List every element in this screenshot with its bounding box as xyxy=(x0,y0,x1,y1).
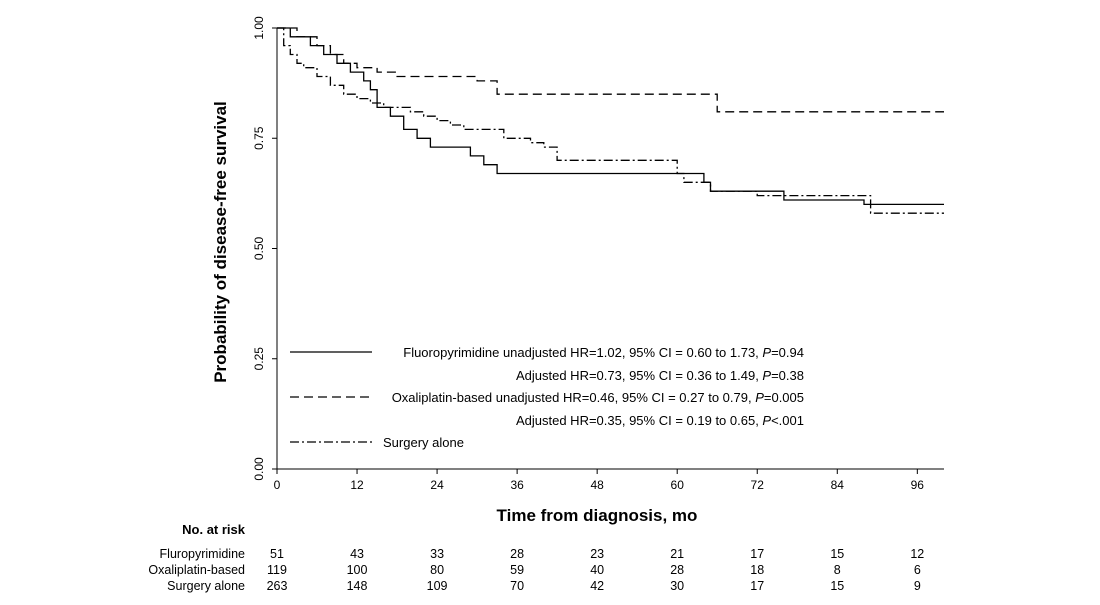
legend-entry: Adjusted HR=0.35, 95% CI = 0.19 to 0.65,… xyxy=(516,413,804,428)
risk-value: 23 xyxy=(590,547,604,561)
survival-curves xyxy=(277,27,944,214)
risk-value: 33 xyxy=(430,547,444,561)
risk-value: 30 xyxy=(670,579,684,593)
legend-p-label: P xyxy=(762,368,771,383)
x-tick-label: 24 xyxy=(430,478,444,492)
legend-p-label: P xyxy=(755,390,764,405)
legend: Fluoropyrimidine unadjusted HR=1.02, 95%… xyxy=(290,345,804,450)
legend-entry: Fluoropyrimidine unadjusted HR=1.02, 95%… xyxy=(403,345,804,360)
series-line-fluoropyrimidine xyxy=(277,27,944,206)
series-line-surgery-alone xyxy=(277,27,944,214)
risk-value: 9 xyxy=(914,579,921,593)
y-tick-label: 0.00 xyxy=(252,457,266,481)
legend-p-value: <.001 xyxy=(771,413,804,428)
series-line-oxaliplatin-based xyxy=(277,27,944,113)
x-tick-label: 12 xyxy=(350,478,364,492)
y-tick-label: 0.25 xyxy=(252,347,266,371)
legend-p-label: P xyxy=(762,413,771,428)
risk-value: 15 xyxy=(830,579,844,593)
legend-text: Fluoropyrimidine unadjusted HR=1.02, 95%… xyxy=(403,345,762,360)
risk-value: 17 xyxy=(750,547,764,561)
risk-value: 6 xyxy=(914,563,921,577)
risk-value: 80 xyxy=(430,563,444,577)
legend-entry: Adjusted HR=0.73, 95% CI = 0.36 to 1.49,… xyxy=(516,368,804,383)
risk-value: 8 xyxy=(834,563,841,577)
risk-value: 100 xyxy=(347,563,368,577)
risk-value: 18 xyxy=(750,563,764,577)
x-tick-label: 96 xyxy=(911,478,925,492)
legend-p-value: =0.94 xyxy=(771,345,804,360)
risk-value: 28 xyxy=(510,547,524,561)
risk-value: 15 xyxy=(830,547,844,561)
x-tick-label: 48 xyxy=(590,478,604,492)
legend-p-value: =0.38 xyxy=(771,368,804,383)
y-tick-label: 0.75 xyxy=(252,126,266,150)
y-tick-label: 0.50 xyxy=(252,236,266,260)
risk-value: 51 xyxy=(270,547,284,561)
risk-value: 17 xyxy=(750,579,764,593)
risk-value: 21 xyxy=(670,547,684,561)
risk-value: 28 xyxy=(670,563,684,577)
risk-row-label: Surgery alone xyxy=(167,579,245,593)
risk-value: 43 xyxy=(350,547,364,561)
x-tick-label: 84 xyxy=(831,478,845,492)
risk-row-label: Fluropyrimidine xyxy=(160,547,245,561)
risk-value: 59 xyxy=(510,563,524,577)
legend-text: Adjusted HR=0.73, 95% CI = 0.36 to 1.49, xyxy=(516,368,762,383)
legend-p-value: =0.005 xyxy=(764,390,804,405)
risk-row-label: Oxaliplatin-based xyxy=(148,563,245,577)
legend-text: Oxaliplatin-based unadjusted HR=0.46, 95… xyxy=(392,390,756,405)
risk-value: 40 xyxy=(590,563,604,577)
x-tick-label: 60 xyxy=(671,478,685,492)
y-axis-title: Probability of disease-free survival xyxy=(211,101,230,383)
risk-table-title: No. at risk xyxy=(182,522,246,537)
risk-value: 42 xyxy=(590,579,604,593)
risk-value: 12 xyxy=(910,547,924,561)
risk-value: 109 xyxy=(427,579,448,593)
axes: 0.00 0.25 0.50 0.75 1.00 0 12 24 36 48 60 72 84 96 Tim… xyxy=(211,16,944,525)
legend-p-label: P xyxy=(762,345,771,360)
risk-value: 148 xyxy=(347,579,368,593)
legend-text: Surgery alone xyxy=(383,435,464,450)
legend-entry: Oxaliplatin-based unadjusted HR=0.46, 95… xyxy=(392,390,804,405)
risk-value: 263 xyxy=(267,579,288,593)
x-tick-label: 36 xyxy=(510,478,524,492)
x-tick-label: 0 xyxy=(274,478,281,492)
risk-value: 70 xyxy=(510,579,524,593)
x-axis-title: Time from diagnosis, mo xyxy=(497,506,698,525)
legend-entry: Surgery alone xyxy=(383,435,464,450)
risk-table: No. at risk Fluropyrimidine 51 43 33 28 23 21 17… xyxy=(148,522,924,593)
x-tick-label: 72 xyxy=(751,478,765,492)
y-tick-label: 1.00 xyxy=(252,16,266,40)
legend-text: Adjusted HR=0.35, 95% CI = 0.19 to 0.65, xyxy=(516,413,762,428)
risk-value: 119 xyxy=(267,563,287,577)
